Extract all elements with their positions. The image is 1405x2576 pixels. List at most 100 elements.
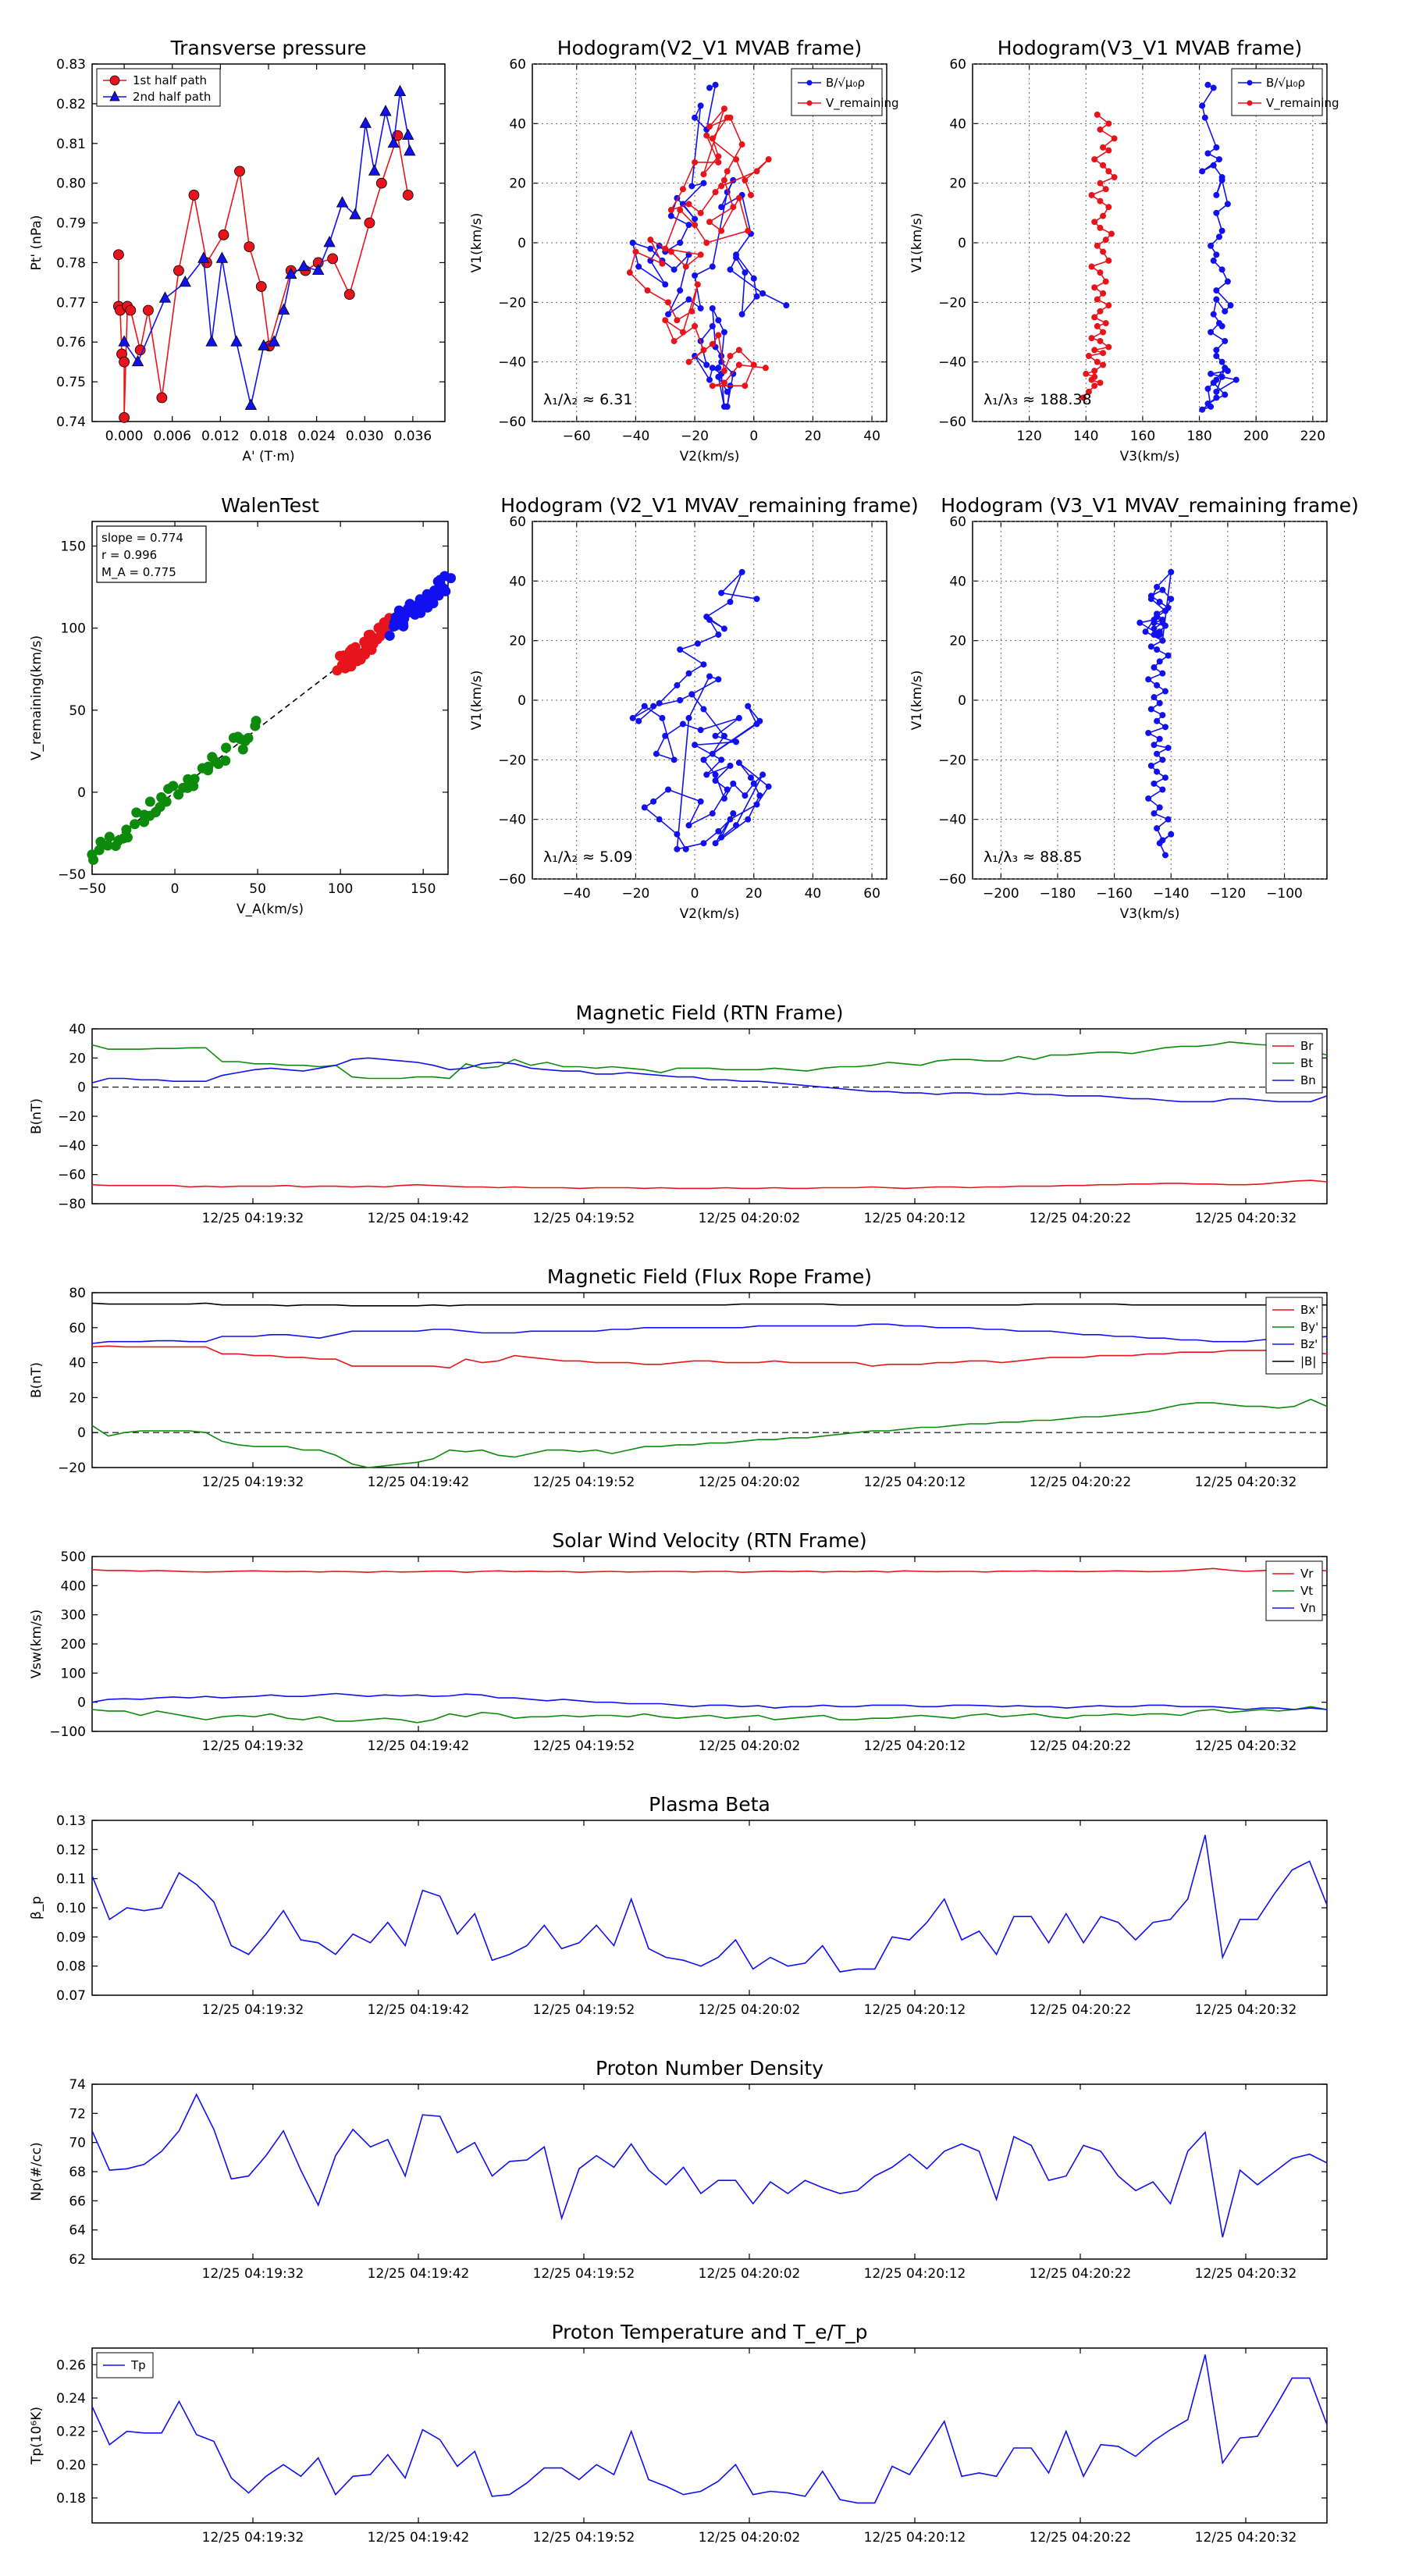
y-tick-label: 20 — [949, 634, 966, 649]
data-point — [379, 105, 392, 116]
hodogram-point — [1091, 368, 1098, 375]
hodogram-point — [1154, 750, 1161, 757]
hodogram-point — [720, 368, 727, 375]
hodogram-point — [1210, 257, 1217, 264]
y-tick-label: 0.20 — [56, 2457, 86, 2473]
hodogram-point — [670, 266, 678, 273]
hodogram-point — [1215, 233, 1222, 240]
hodogram-point — [756, 792, 763, 799]
hodogram-point — [1094, 296, 1101, 303]
x-tick-label: 0.030 — [346, 429, 384, 444]
x-tick-label: 200 — [1243, 429, 1268, 444]
y-axis-label: Np(#/cc) — [29, 2142, 44, 2201]
y-tick-label: 0.82 — [56, 97, 86, 112]
x-tick-label: −50 — [78, 881, 106, 897]
plot-frame — [91, 521, 449, 875]
hodogram-point — [1204, 150, 1211, 157]
data-point — [393, 84, 407, 97]
hodogram-point — [718, 834, 725, 841]
hodogram-point — [1213, 347, 1220, 354]
x-axis-label: V2(km/s) — [680, 449, 740, 464]
legend-label: 2nd half path — [133, 90, 211, 104]
y-tick-label: 40 — [949, 574, 966, 589]
hodogram-point — [765, 156, 772, 163]
hodogram-point — [1161, 774, 1168, 781]
hodogram-point — [1210, 162, 1217, 169]
x-tick-label: 12/25 04:20:32 — [1195, 1475, 1297, 1490]
y-tick-label: 0.75 — [56, 375, 86, 390]
plot-title: WalenTest — [221, 494, 319, 517]
hodogram-point — [735, 361, 742, 368]
hodogram-point — [747, 191, 754, 198]
y-tick-label: 20 — [69, 1390, 86, 1406]
data-point — [156, 392, 168, 404]
hodogram-point — [1213, 209, 1220, 216]
hodogram-point — [700, 840, 707, 847]
y-tick-label: 300 — [61, 1608, 86, 1624]
hodogram-point — [692, 222, 699, 229]
hodogram-point — [730, 780, 737, 787]
hodogram-point — [724, 786, 731, 793]
hodogram-point — [662, 317, 669, 324]
hodogram-point — [720, 795, 727, 802]
y-tick-label: 0 — [958, 693, 966, 709]
y-tick-label: 100 — [61, 1666, 86, 1681]
hodogram-point — [688, 183, 695, 190]
hodogram-point — [692, 158, 699, 165]
hodogram-point — [1102, 278, 1109, 285]
y-tick-label: 0.07 — [56, 1988, 86, 2004]
hodogram-point — [659, 714, 666, 721]
x-tick-label: 120 — [1016, 429, 1041, 444]
x-tick-label: 12/25 04:20:22 — [1030, 1211, 1132, 1226]
hodogram-point — [1159, 786, 1166, 793]
hodogram-point — [1168, 831, 1175, 838]
walen-point — [189, 774, 200, 785]
hodogram-point — [1094, 322, 1101, 329]
x-tick-label: 12/25 04:20:12 — [864, 1738, 966, 1754]
hodogram-point — [1100, 329, 1107, 336]
y-tick-label: −60 — [58, 1168, 86, 1183]
stats-line: slope = 0.774 — [101, 531, 183, 545]
x-tick-label: 12/25 04:19:52 — [533, 1211, 635, 1226]
hodogram-point — [709, 322, 716, 329]
hodogram-point — [742, 176, 749, 183]
y-tick-label: 0.09 — [56, 1930, 86, 1945]
hodogram-point — [712, 840, 719, 847]
legend-label: Vn — [1300, 1601, 1316, 1615]
plot-title: Proton Number Density — [596, 2057, 823, 2080]
hodogram-point — [1208, 370, 1215, 377]
hodogram-point — [750, 780, 757, 787]
hodogram-point — [1088, 263, 1095, 270]
hodogram-point — [674, 831, 681, 838]
walen-point — [220, 756, 231, 767]
hodogram-point — [641, 804, 648, 811]
data-point — [188, 190, 200, 201]
x-tick-label: −140 — [1153, 886, 1190, 902]
hodogram-point — [685, 222, 692, 229]
hodogram-point — [1222, 365, 1229, 372]
hodogram-point — [1156, 658, 1163, 665]
hodogram-point — [1105, 302, 1112, 309]
hodogram-point — [682, 845, 689, 852]
y-tick-label: 0.81 — [56, 137, 86, 152]
hodogram-point — [1100, 350, 1107, 357]
hodogram-point — [1145, 795, 1152, 802]
x-tick-label: 12/25 04:19:32 — [202, 2266, 304, 2282]
hodogram-point — [694, 640, 701, 647]
hodogram-point — [703, 240, 710, 246]
hodogram-point — [1159, 756, 1166, 763]
hodogram-point — [685, 822, 692, 829]
hodogram-point — [1088, 191, 1095, 198]
y-tick-label: 64 — [69, 2223, 86, 2239]
hodogram-point — [1156, 599, 1163, 606]
y-tick-label: −60 — [938, 872, 966, 888]
data-point — [312, 263, 325, 276]
legend-label: Bt — [1300, 1056, 1313, 1070]
x-axis-label: V2(km/s) — [680, 906, 740, 922]
hodogram-point — [1105, 343, 1112, 350]
x-tick-label: 140 — [1073, 429, 1098, 444]
data-point — [402, 128, 414, 141]
hodogram-point — [1154, 825, 1161, 832]
y-tick-label: 74 — [69, 2077, 86, 2093]
hodogram-point — [667, 212, 674, 219]
